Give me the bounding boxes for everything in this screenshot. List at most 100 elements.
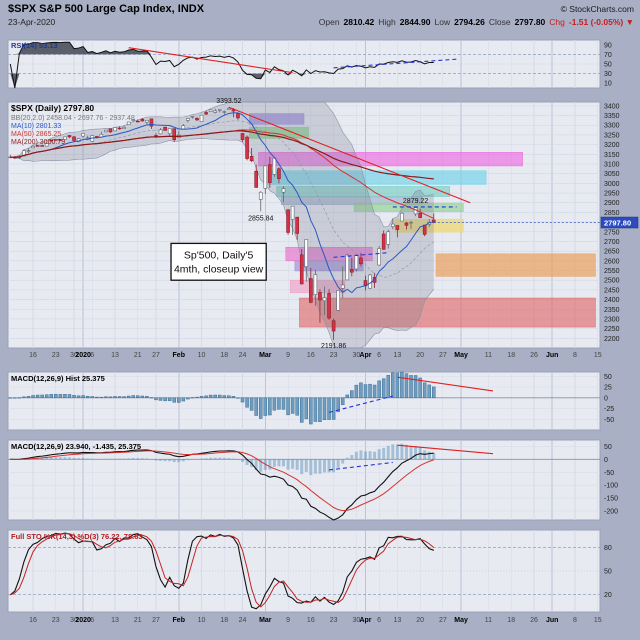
svg-text:24: 24: [239, 352, 247, 359]
svg-text:2191.86: 2191.86: [321, 343, 346, 350]
trendlines-layer: [128, 47, 494, 471]
svg-text:13: 13: [393, 617, 401, 624]
svg-text:50: 50: [604, 444, 612, 451]
svg-text:MA(10) 2801.33: MA(10) 2801.33: [11, 123, 61, 130]
high-label: High: [378, 16, 396, 27]
svg-text:30: 30: [70, 352, 78, 359]
svg-text:16: 16: [29, 352, 37, 359]
price-point-labels: 3393.52 2855.84 2191.86 2879.22: [216, 98, 428, 350]
svg-text:2750: 2750: [604, 229, 620, 236]
svg-text:2797.80: 2797.80: [604, 218, 631, 227]
svg-text:3300: 3300: [604, 123, 620, 130]
svg-text:2500: 2500: [604, 278, 620, 285]
svg-text:15: 15: [594, 352, 602, 359]
svg-text:13: 13: [393, 352, 401, 359]
svg-text:70: 70: [604, 52, 612, 59]
svg-text:2550: 2550: [604, 268, 620, 275]
svg-text:6: 6: [90, 617, 94, 624]
low-value: 2794.26: [454, 16, 485, 27]
svg-text:Full STO %K(14,3) %D(3) 76.22,: Full STO %K(14,3) %D(3) 76.22, 78.63: [11, 532, 143, 541]
chart-header: $SPX S&P 500 Large Cap Index, INDX © Sto…: [8, 3, 634, 27]
svg-text:16: 16: [307, 352, 315, 359]
svg-text:16: 16: [307, 617, 315, 624]
svg-text:2600: 2600: [604, 258, 620, 265]
svg-text:20: 20: [604, 592, 612, 599]
svg-text:24: 24: [239, 617, 247, 624]
svg-text:8: 8: [573, 617, 577, 624]
symbol-title: $SPX S&P 500 Large Cap Index, INDX: [8, 3, 205, 15]
macd-hist-panel: [8, 371, 436, 425]
svg-text:Mar: Mar: [259, 352, 272, 359]
svg-text:Jun: Jun: [546, 352, 558, 359]
svg-text:3000: 3000: [604, 181, 620, 188]
svg-text:2250: 2250: [604, 326, 620, 333]
svg-text:Mar: Mar: [259, 617, 272, 624]
svg-text:10: 10: [198, 352, 206, 359]
svg-text:Feb: Feb: [173, 352, 185, 359]
svg-text:27: 27: [152, 352, 160, 359]
svg-text:30: 30: [70, 617, 78, 624]
chg-label: Chg: [549, 16, 565, 27]
chg-value: -1.51 (-0.05%) ▼: [568, 16, 634, 27]
svg-text:2450: 2450: [604, 287, 620, 294]
annotation-box: Sp'500, Daily'5 4mth, closeup view: [170, 242, 267, 281]
svg-text:3150: 3150: [604, 152, 620, 159]
svg-text:3050: 3050: [604, 171, 620, 178]
svg-text:9: 9: [286, 352, 290, 359]
copyright: © StockCharts.com: [560, 4, 634, 14]
svg-text:-25: -25: [604, 406, 614, 413]
svg-text:-50: -50: [604, 470, 614, 477]
svg-text:2400: 2400: [604, 297, 620, 304]
close-label: Close: [488, 16, 511, 27]
svg-text:6: 6: [377, 617, 381, 624]
svg-text:Apr: Apr: [359, 617, 371, 624]
svg-text:2950: 2950: [604, 191, 620, 198]
svg-text:3393.52: 3393.52: [216, 98, 241, 105]
svg-text:MA(200) 3000.79: MA(200) 3000.79: [11, 139, 65, 146]
svg-text:2900: 2900: [604, 200, 620, 207]
svg-text:2300: 2300: [604, 316, 620, 323]
stochastics-panel: [9, 532, 435, 610]
open-label: Open: [318, 16, 340, 27]
svg-text:11: 11: [485, 617, 492, 624]
svg-text:4mth, closeup view: 4mth, closeup view: [174, 263, 264, 275]
panel-legends: RSI(14) 53.13 $SPX (Daily) 2797.80 BB(20,2…: [11, 41, 143, 541]
svg-text:2700: 2700: [604, 239, 620, 246]
svg-text:23: 23: [52, 617, 60, 624]
candles-layer: [8, 107, 436, 340]
svg-text:6: 6: [377, 352, 381, 359]
svg-text:9: 9: [286, 617, 290, 624]
svg-text:50: 50: [604, 62, 612, 69]
svg-text:16: 16: [29, 617, 37, 624]
svg-text:90: 90: [604, 42, 612, 49]
svg-text:20: 20: [416, 352, 424, 359]
svg-text:0: 0: [604, 457, 608, 464]
svg-text:25: 25: [604, 385, 612, 392]
svg-text:-150: -150: [604, 496, 618, 503]
svg-text:26: 26: [530, 617, 538, 624]
svg-text:MA(50) 2865.25: MA(50) 2865.25: [11, 131, 61, 138]
svg-text:Apr: Apr: [359, 352, 371, 359]
svg-text:3350: 3350: [604, 113, 620, 120]
svg-text:21: 21: [134, 352, 142, 359]
svg-text:20: 20: [416, 617, 424, 624]
svg-text:0: 0: [604, 395, 608, 402]
svg-text:50: 50: [604, 374, 612, 381]
current-price-marker: 2797.80: [433, 216, 639, 229]
svg-text:18: 18: [220, 617, 228, 624]
date-axes: 16 23 30 20 20 6 13 21 27 Feb 10 18 24 Mar 9 16 23 30 Apr 6…: [29, 352, 602, 624]
svg-text:-100: -100: [604, 483, 618, 490]
svg-text:23: 23: [330, 352, 338, 359]
svg-text:3250: 3250: [604, 132, 620, 139]
svg-text:2855.84: 2855.84: [248, 215, 273, 222]
svg-text:$SPX (Daily) 2797.80: $SPX (Daily) 2797.80: [11, 103, 94, 113]
svg-text:MACD(12,26,9) Hist 25.375: MACD(12,26,9) Hist 25.375: [11, 374, 105, 383]
svg-text:-50: -50: [604, 417, 614, 424]
svg-text:13: 13: [111, 352, 119, 359]
svg-text:May: May: [454, 352, 468, 359]
svg-text:May: May: [454, 617, 468, 624]
svg-text:2350: 2350: [604, 307, 620, 314]
svg-text:21: 21: [134, 617, 142, 624]
